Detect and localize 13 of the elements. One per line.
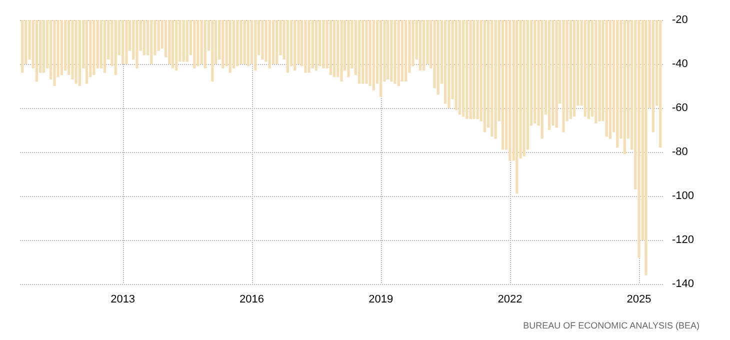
x-tick-label: 2016: [240, 294, 264, 306]
y-tick-label: -120: [672, 234, 694, 246]
x-tick-label: 2022: [498, 294, 522, 306]
y-tick-label: -100: [672, 190, 694, 202]
y-tick-label: -60: [672, 102, 688, 114]
text: BUREAU OF ECONOMIC ANALYSIS (BEA): [523, 320, 700, 330]
x-tick-label: 2019: [368, 294, 394, 306]
y-tick-label: -140: [672, 278, 694, 290]
x-tick-label: 2025: [626, 294, 652, 306]
y-tick-label: -80: [672, 146, 688, 158]
y-tick-label: -40: [672, 58, 688, 70]
x-tick-label: 2013: [110, 294, 136, 306]
y-tick-label: -20: [672, 14, 688, 26]
